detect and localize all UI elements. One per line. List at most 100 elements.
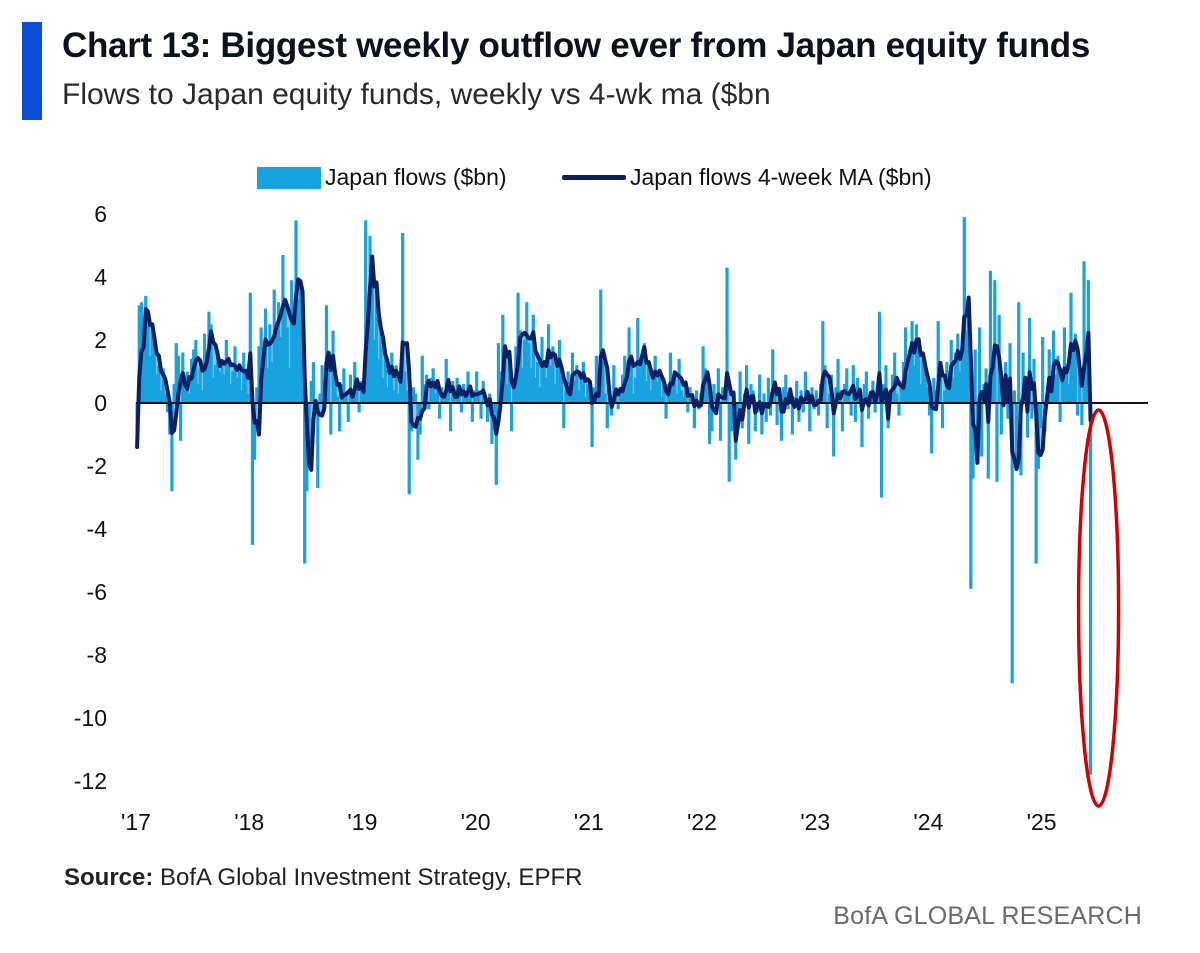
flow-bar <box>257 346 261 403</box>
flow-bar <box>165 403 170 413</box>
y-tick-label: 4 <box>94 264 107 290</box>
flow-bar <box>479 403 483 419</box>
flow-bar <box>692 403 696 429</box>
flow-bar <box>775 403 779 426</box>
flow-bar <box>316 403 320 489</box>
flow-bar <box>877 311 882 403</box>
source-label: Source: <box>64 864 154 891</box>
flow-bar <box>721 387 725 403</box>
flow-bar <box>329 403 333 435</box>
flow-bar <box>176 355 181 403</box>
flow-bar <box>342 368 346 403</box>
flow-bar <box>590 403 594 448</box>
flow-bar <box>475 371 479 403</box>
flow-bar <box>459 403 464 413</box>
flow-bar <box>849 403 853 416</box>
legend-item-bars: Japan flows ($bn) <box>257 164 507 191</box>
flow-bar <box>599 289 603 403</box>
flow-bar <box>779 403 784 441</box>
legend-label-line: Japan flows 4-week MA ($bn) <box>630 164 932 190</box>
legend-label-bars: Japan flows ($bn) <box>325 164 507 190</box>
chart-area: 6 4 2 0 -2 -4 -6 -8 -10 -12 '17 '18 '19 '20 '21 '22 '23 '… <box>74 201 1148 835</box>
flow-bar <box>969 403 973 589</box>
flow-bar <box>255 387 259 403</box>
highlight-ellipse <box>1076 408 1121 808</box>
y-tick-label: -8 <box>87 642 107 668</box>
chart-subtitle: Flows to Japan equity funds, weekly vs 4… <box>62 78 771 111</box>
flow-bar <box>816 403 821 416</box>
legend-swatch-line <box>562 175 626 180</box>
ma-line <box>135 254 1093 472</box>
flow-bar <box>1006 403 1010 419</box>
flow-bar <box>766 377 770 403</box>
flow-bar <box>309 380 313 403</box>
flow-bar <box>999 403 1003 435</box>
flow-bar <box>708 403 712 444</box>
flow-bar <box>866 403 871 419</box>
flow-bar <box>1088 403 1093 775</box>
flow-bar <box>1082 261 1086 403</box>
y-tick-label: 0 <box>94 390 107 416</box>
flow-bar <box>1008 343 1012 403</box>
flow-bar <box>303 403 307 564</box>
y-tick-label: 6 <box>94 201 107 227</box>
flow-bar <box>174 343 178 403</box>
flow-bar <box>725 267 729 403</box>
y-tick-label: -6 <box>87 579 107 605</box>
flow-bar <box>1080 403 1084 426</box>
flow-bar <box>936 321 940 403</box>
legend-item-line: Japan flows 4-week MA ($bn) <box>562 164 932 191</box>
flow-bar <box>873 403 877 413</box>
flow-bar <box>253 403 257 460</box>
flow-bar <box>712 384 716 403</box>
flow-bar <box>786 403 790 410</box>
flow-bar <box>248 292 252 403</box>
flow-bar <box>845 368 849 403</box>
flow-bar <box>496 343 501 403</box>
flow-bar <box>357 403 361 413</box>
flow-bar <box>803 371 807 403</box>
legend: Japan flows ($bn) Japan flows 4-week MA … <box>0 164 1200 198</box>
y-tick-label: -4 <box>87 516 108 542</box>
flow-bar <box>710 403 714 432</box>
flow-bar <box>1030 403 1034 419</box>
flow-bar <box>790 403 794 435</box>
flow-bar <box>749 384 753 403</box>
flow-bar <box>420 355 424 403</box>
flow-bar <box>318 393 322 403</box>
flow-bar <box>745 365 749 403</box>
flow-bar <box>727 403 731 482</box>
flow-bar <box>610 403 614 416</box>
flow-bar <box>414 393 418 403</box>
flow-bar <box>753 403 757 432</box>
x-tick-label: '17 <box>121 809 151 835</box>
flow-bar <box>784 374 788 403</box>
flow-bar <box>797 403 801 422</box>
x-tick-label: '23 <box>800 809 830 835</box>
chart-title: Chart 13: Biggest weekly outflow ever fr… <box>62 26 1091 65</box>
x-tick-label: '20 <box>461 809 491 835</box>
flow-bar <box>825 403 829 429</box>
flow-bar <box>716 368 720 403</box>
flow-bar <box>562 403 566 429</box>
flow-bar <box>364 220 368 403</box>
flow-bar <box>792 396 797 403</box>
flow-bar <box>605 403 609 429</box>
flow-bar <box>862 384 866 403</box>
flow-bar <box>311 362 316 403</box>
flow-bar <box>988 270 993 403</box>
flow-bar <box>795 380 799 403</box>
flow-bar <box>771 349 775 403</box>
flow-bar <box>594 355 599 403</box>
flow-bar <box>853 403 858 422</box>
x-tick-label: '25 <box>1027 809 1057 835</box>
flow-bar <box>758 374 762 403</box>
flow-bar <box>986 403 990 479</box>
flow-bar <box>1058 403 1062 422</box>
flow-bar <box>930 403 934 454</box>
flow-bar <box>320 365 324 403</box>
flow-bar <box>932 377 936 403</box>
flow-bar <box>884 365 888 403</box>
flow-bar <box>814 390 818 403</box>
ma-area-fill <box>137 256 1091 470</box>
